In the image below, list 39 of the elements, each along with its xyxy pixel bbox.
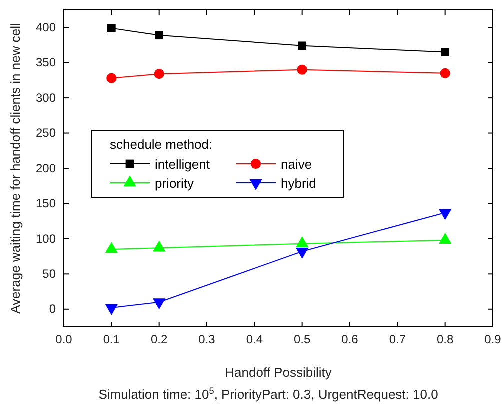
legend-label: naive — [281, 157, 312, 172]
y-axis-title: Average waiting time for handoff clients in new cell — [8, 23, 23, 314]
x-tick-label: 0.4 — [246, 332, 264, 347]
y-tick-label: 200 — [36, 161, 56, 176]
point — [105, 304, 118, 316]
x-tick-label: 0.6 — [342, 332, 359, 347]
legend-label: hybrid — [281, 176, 316, 191]
point — [298, 42, 307, 50]
point — [155, 31, 164, 40]
legend-title: schedule method: — [110, 137, 213, 152]
x-tick-label: 0.3 — [198, 332, 216, 347]
point — [440, 68, 450, 78]
point — [441, 48, 450, 56]
y-tick-label: 100 — [36, 232, 56, 246]
x-tick-label: 0.1 — [103, 332, 120, 347]
point — [438, 209, 452, 220]
point — [107, 24, 116, 32]
y-tick-label: 300 — [36, 90, 56, 105]
y-tick-label: 0 — [49, 302, 56, 316]
point — [296, 248, 309, 259]
x-tick-label: 0.9 — [484, 332, 502, 347]
y-tick-label: 400 — [36, 20, 56, 34]
x-tick-label: 0.8 — [436, 332, 454, 347]
text: Simulation time: 10$^{5}$, PriorityPart: 0.3, UrgentRequest: 10.0 — [98, 386, 438, 402]
point — [152, 298, 166, 310]
legend-label: intelligent — [155, 157, 210, 172]
point — [106, 73, 117, 84]
text: 0.0 — [56, 332, 72, 347]
legend-label: priority — [155, 176, 195, 191]
y-tick-label: 150 — [36, 196, 56, 211]
point — [154, 69, 164, 80]
y-tick-label: 50 — [42, 267, 56, 282]
y-tick-label: 250 — [36, 126, 56, 140]
x-axis-title: Handoff Possibility — [225, 365, 332, 380]
x-tick-label: 0.7 — [389, 332, 406, 347]
x-tick-label: 0.2 — [150, 332, 168, 347]
y-tick-label: 350 — [36, 56, 56, 70]
x-tick-label: 0.5 — [294, 332, 311, 347]
point — [297, 64, 308, 75]
